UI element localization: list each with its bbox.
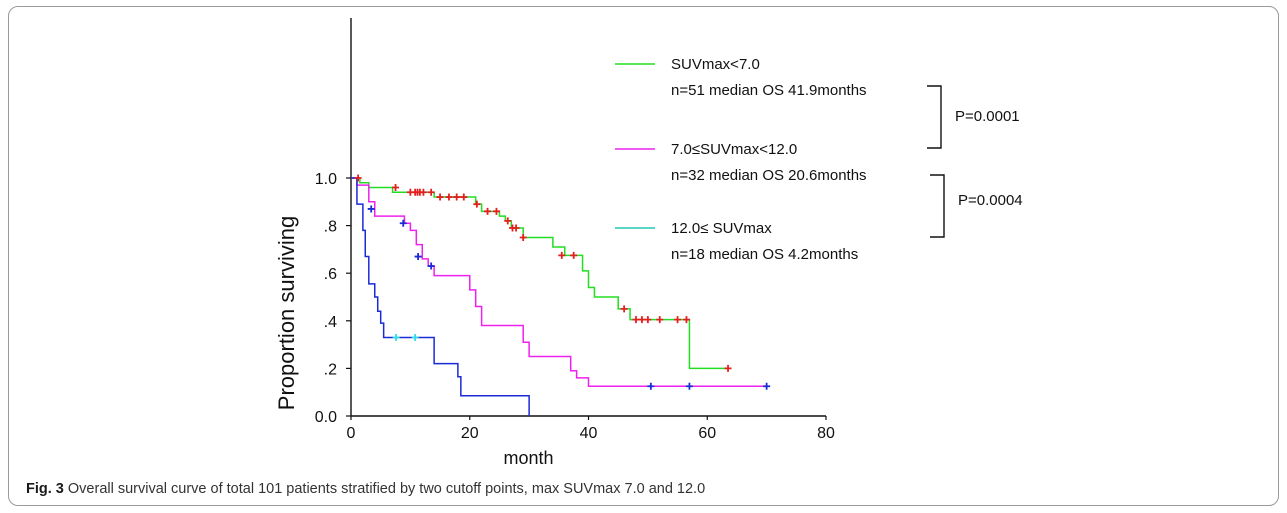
legend-stats-3: n=18 median OS 4.2months (671, 246, 858, 263)
censor-mark (682, 316, 690, 324)
censor-mark (473, 200, 481, 208)
comparison-bracket (927, 85, 942, 149)
censor-mark (724, 364, 732, 372)
censor-mark (656, 316, 664, 324)
figure-label: Fig. 3 (26, 481, 64, 497)
comparison-p-value: P=0.0001 (955, 108, 1020, 125)
censor-mark (484, 207, 492, 215)
censor-mark (647, 382, 655, 390)
censor-mark (763, 382, 771, 390)
censor-mark (436, 193, 444, 201)
comparison-bracket (930, 174, 945, 238)
figure-caption: Fig. 3 Overall survival curve of total 1… (26, 481, 705, 497)
censor-mark (460, 193, 468, 201)
x-tick-label: 0 (347, 425, 356, 442)
comparison-p-value: P=0.0004 (958, 192, 1023, 209)
y-tick-label: .4 (324, 314, 337, 331)
censor-mark (392, 184, 400, 192)
y-tick-label: .8 (324, 219, 337, 236)
censor-mark (419, 188, 427, 196)
y-tick-label: .2 (324, 361, 337, 378)
figure-frame (8, 6, 1279, 506)
censor-mark (367, 205, 375, 213)
censor-mark (685, 382, 693, 390)
censor-mark (427, 262, 435, 270)
censor-mark (354, 174, 362, 182)
x-tick-label: 60 (698, 425, 716, 442)
legend-label-1: SUVmax<7.0 (671, 56, 760, 73)
censor-mark (392, 333, 400, 341)
y-tick-label: 0.0 (315, 409, 337, 426)
y-tick-label: .6 (324, 266, 337, 283)
figure-caption-text: Overall survival curve of total 101 pati… (63, 481, 706, 497)
x-axis-label: month (503, 448, 553, 468)
series-line-3 (351, 177, 530, 416)
censor-mark (638, 316, 646, 324)
legend-stats-2: n=32 median OS 20.6months (671, 167, 867, 184)
censor-mark (632, 316, 640, 324)
censor-mark (453, 193, 461, 201)
censor-mark (512, 224, 520, 232)
series-line-2 (351, 177, 767, 387)
censor-mark (570, 251, 578, 259)
y-tick-label: 1.0 (315, 171, 337, 188)
censor-mark (558, 251, 566, 259)
censor-mark (519, 234, 527, 241)
censor-mark (411, 333, 419, 341)
censor-mark (620, 305, 628, 313)
legend-stats-1: n=51 median OS 41.9months (671, 82, 867, 99)
censor-mark (644, 316, 652, 324)
legend-label-2: 7.0≤SUVmax<12.0 (671, 141, 797, 158)
legend-label-3: 12.0≤ SUVmax (671, 220, 772, 237)
censor-mark (445, 193, 453, 201)
censor-mark (399, 219, 407, 227)
censor-mark (427, 188, 435, 196)
series-line-1 (351, 177, 731, 370)
x-tick-label: 20 (461, 425, 479, 442)
censor-mark (504, 217, 512, 225)
censor-mark (414, 253, 422, 261)
x-tick-label: 40 (580, 425, 598, 442)
y-axis-label: Proportion surviving (274, 216, 299, 410)
x-tick-label: 80 (817, 425, 835, 442)
censor-mark (674, 316, 682, 324)
censor-mark (492, 207, 500, 215)
